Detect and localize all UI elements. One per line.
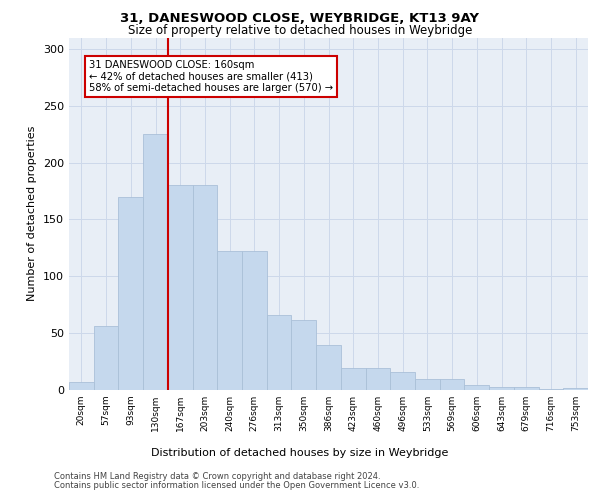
Bar [390, 372, 415, 390]
Bar [341, 368, 365, 390]
Bar [514, 386, 539, 390]
Text: 31, DANESWOOD CLOSE, WEYBRIDGE, KT13 9AY: 31, DANESWOOD CLOSE, WEYBRIDGE, KT13 9AY [121, 12, 479, 26]
Bar [267, 315, 292, 390]
Bar [69, 382, 94, 390]
Bar [217, 252, 242, 390]
Bar [193, 186, 217, 390]
Bar [143, 134, 168, 390]
Bar [489, 386, 514, 390]
Bar [563, 388, 588, 390]
Text: 31 DANESWOOD CLOSE: 160sqm
← 42% of detached houses are smaller (413)
58% of sem: 31 DANESWOOD CLOSE: 160sqm ← 42% of deta… [89, 60, 333, 94]
Bar [168, 186, 193, 390]
Text: Distribution of detached houses by size in Weybridge: Distribution of detached houses by size … [151, 448, 449, 458]
Bar [440, 378, 464, 390]
Text: Contains HM Land Registry data © Crown copyright and database right 2024.: Contains HM Land Registry data © Crown c… [54, 472, 380, 481]
Bar [316, 344, 341, 390]
Y-axis label: Number of detached properties: Number of detached properties [28, 126, 37, 302]
Bar [292, 320, 316, 390]
Bar [242, 252, 267, 390]
Bar [118, 196, 143, 390]
Bar [464, 386, 489, 390]
Bar [415, 378, 440, 390]
Bar [94, 326, 118, 390]
Text: Size of property relative to detached houses in Weybridge: Size of property relative to detached ho… [128, 24, 472, 37]
Bar [365, 368, 390, 390]
Bar [539, 389, 563, 390]
Text: Contains public sector information licensed under the Open Government Licence v3: Contains public sector information licen… [54, 481, 419, 490]
